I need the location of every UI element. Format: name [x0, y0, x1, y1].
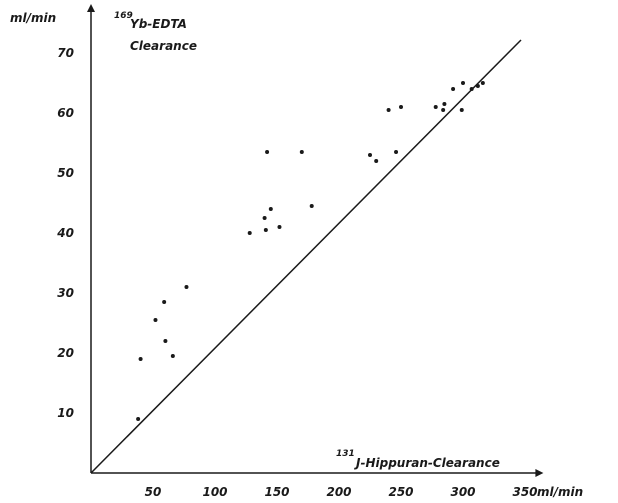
data-point — [268, 207, 273, 211]
x-tick-label: 50 — [145, 485, 162, 499]
data-point — [153, 318, 158, 322]
title-superscript: 169 — [114, 11, 133, 21]
data-point — [247, 231, 252, 235]
data-point — [386, 108, 391, 112]
data-point — [184, 285, 189, 289]
data-point — [442, 102, 447, 106]
data-point — [163, 339, 168, 343]
x-tick-labels: 50 100 150 200 250 300 350 — [145, 485, 538, 499]
axes — [87, 4, 544, 477]
x-tick-label: 150 — [264, 485, 289, 499]
chart-title-line1: Yb-EDTA — [130, 17, 187, 31]
y-tick-label: 50 — [57, 166, 74, 180]
data-point — [399, 105, 403, 109]
identity-line-group — [90, 39, 522, 474]
y-tick-label: 70 — [57, 46, 74, 60]
data-point — [262, 216, 267, 220]
data-point — [480, 81, 485, 85]
y-tick-label: 20 — [57, 346, 74, 360]
data-point — [451, 87, 456, 91]
x-axis-title-superscript: 131 — [336, 449, 355, 459]
data-point — [136, 417, 141, 421]
x-tick-label: 250 — [388, 485, 413, 499]
data-point — [265, 150, 270, 154]
y-tick-label: 60 — [57, 106, 74, 120]
y-tick-label: 10 — [57, 406, 74, 420]
x-tick-label: 350 — [512, 485, 537, 499]
data-point — [263, 228, 268, 232]
y-axis-arrow — [87, 4, 95, 12]
data-points — [136, 81, 485, 421]
x-tick-label: 300 — [450, 485, 475, 499]
data-point — [138, 357, 143, 361]
chart-title-line2: Clearance — [130, 39, 197, 53]
data-point — [433, 105, 438, 109]
y-tick-labels: 10 20 30 40 50 60 70 — [56, 46, 74, 420]
data-point — [394, 150, 399, 154]
x-axis-unit-label: ml/min — [537, 485, 583, 499]
data-point — [469, 87, 474, 91]
x-tick-label: 100 — [202, 485, 227, 499]
data-point — [475, 84, 480, 88]
y-tick-label: 40 — [56, 226, 74, 240]
identity-line — [90, 39, 522, 474]
x-axis-title: J-Hippuran-Clearance — [354, 456, 500, 470]
y-tick-label: 30 — [57, 286, 74, 300]
data-point — [162, 300, 167, 304]
x-axis-arrow — [535, 469, 544, 477]
x-tick-label: 200 — [326, 485, 351, 499]
data-point — [309, 204, 314, 208]
data-point — [170, 354, 175, 358]
y-axis-unit-label: ml/min — [10, 11, 56, 25]
data-point — [459, 108, 464, 112]
data-point — [277, 225, 282, 229]
data-point — [368, 153, 372, 157]
data-point — [299, 150, 304, 154]
data-point — [461, 81, 465, 85]
data-point — [374, 159, 379, 163]
data-point — [441, 108, 446, 112]
